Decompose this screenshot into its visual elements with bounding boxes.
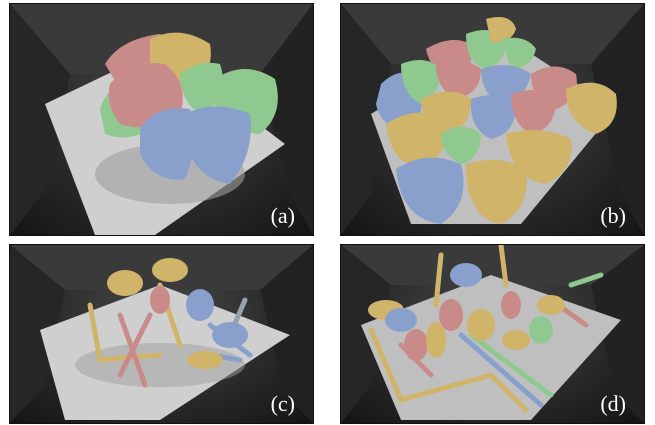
render-panel-a: (a): [9, 3, 314, 236]
red-cushion-2: [436, 60, 481, 99]
blue-seat: [186, 289, 214, 321]
render-panel-b: (b): [340, 3, 645, 236]
render-panel-c: (c): [9, 244, 314, 424]
render-panel-d: (d): [340, 244, 645, 424]
yellow-seat-2: [426, 322, 446, 358]
blue-seat-2: [450, 263, 482, 287]
left-wall: [10, 245, 65, 423]
yellow-seat-3: [467, 309, 495, 341]
green-cushion-3: [401, 60, 441, 104]
yellow-cushion-top: [486, 16, 516, 43]
green-seat: [529, 316, 553, 344]
yellow-cushion: [566, 82, 617, 134]
yellow-seat-2: [152, 258, 188, 282]
yellow-seat-3: [187, 351, 223, 369]
panel-label-a: (a): [270, 203, 295, 228]
right-wall: [260, 4, 313, 235]
render-d-svg: [341, 245, 644, 423]
left-wall: [10, 4, 70, 235]
yellow-seat-5: [537, 295, 565, 315]
green-cushion-2: [501, 37, 536, 69]
red-cushion-4: [511, 90, 556, 134]
render-a-svg: [10, 4, 313, 235]
back-wall: [341, 245, 644, 285]
red-seat-3: [501, 291, 521, 319]
render-c-svg: [10, 245, 313, 423]
blue-seat: [385, 308, 417, 332]
blue-cushion: [140, 108, 194, 180]
green-cushion-2: [180, 62, 223, 114]
yellow-seat-4: [502, 330, 530, 350]
green-star-cushion: [441, 126, 481, 164]
blue-cushion-2: [185, 106, 251, 184]
right-wall: [591, 4, 644, 235]
left-wall: [341, 4, 391, 235]
yellow-cushion-3: [386, 112, 447, 169]
red-seat: [150, 286, 170, 314]
yellow-seat: [107, 270, 143, 296]
yellow-cushion-5: [466, 160, 527, 224]
blue-cushion-4: [396, 157, 464, 224]
panel-label-b: (b): [600, 203, 626, 228]
right-wall: [591, 245, 644, 423]
blue-cushion-3: [470, 95, 516, 139]
red-seat-2: [439, 299, 463, 331]
render-b-svg: [341, 4, 644, 235]
blue-seat-2: [212, 322, 248, 348]
panel-label-d: (d): [600, 391, 626, 416]
red-seat: [404, 329, 428, 361]
panel-label-c: (c): [270, 391, 295, 416]
